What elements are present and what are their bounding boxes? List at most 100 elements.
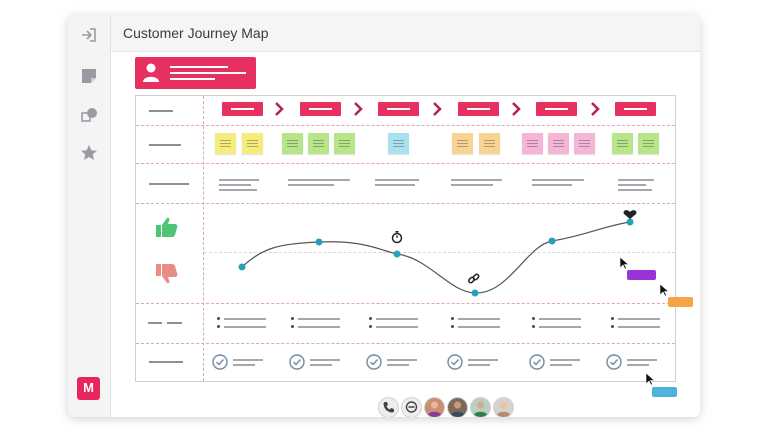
opportunity-text-line bbox=[310, 364, 332, 366]
cursor-icon bbox=[659, 283, 669, 297]
bullet bbox=[451, 317, 454, 320]
row-label-stages bbox=[149, 110, 173, 112]
sticky-note[interactable] bbox=[215, 133, 236, 154]
journey-grid bbox=[135, 95, 676, 382]
sticky-note[interactable] bbox=[548, 133, 569, 154]
sticky-note[interactable] bbox=[282, 133, 303, 154]
stage-header[interactable] bbox=[378, 102, 419, 116]
collaborators-bar bbox=[378, 397, 518, 417]
chevron-right-icon bbox=[275, 102, 284, 116]
bullet bbox=[369, 317, 372, 320]
pain-point-text-line bbox=[298, 326, 340, 328]
app-window: M Customer Journey Map bbox=[68, 15, 700, 417]
star-icon[interactable] bbox=[79, 143, 99, 163]
heart-icon bbox=[623, 210, 637, 219]
chat-icon bbox=[405, 401, 418, 413]
curve-point bbox=[315, 238, 323, 246]
pain-point-text-line bbox=[298, 318, 340, 320]
sticky-note[interactable] bbox=[308, 133, 329, 154]
sticky-note[interactable] bbox=[334, 133, 355, 154]
emotion-midline bbox=[204, 252, 675, 253]
check-circle-icon bbox=[606, 354, 622, 370]
link-icon bbox=[468, 273, 480, 284]
pain-point-text-line bbox=[458, 318, 500, 320]
check-circle-icon bbox=[529, 354, 545, 370]
shapes-icon[interactable] bbox=[79, 105, 99, 125]
opportunity-text-line bbox=[468, 359, 498, 361]
action-text-line bbox=[288, 184, 334, 186]
stage-header[interactable] bbox=[222, 102, 263, 116]
check-circle-icon bbox=[447, 354, 463, 370]
opportunity-text-line bbox=[387, 359, 417, 361]
bullet bbox=[369, 325, 372, 328]
sticky-note-icon[interactable] bbox=[79, 66, 99, 86]
opportunity-text-line bbox=[233, 364, 255, 366]
sticky-note[interactable] bbox=[574, 133, 595, 154]
action-text-line bbox=[618, 189, 652, 191]
sticky-note[interactable] bbox=[522, 133, 543, 154]
chat-button[interactable] bbox=[401, 397, 422, 417]
action-text-line bbox=[375, 184, 415, 186]
bullet bbox=[532, 325, 535, 328]
avatar[interactable] bbox=[424, 397, 445, 417]
pain-point-text-line bbox=[458, 326, 500, 328]
row-divider bbox=[136, 343, 675, 344]
user-icon bbox=[143, 63, 159, 82]
opportunity-text-line bbox=[550, 359, 580, 361]
avatar[interactable] bbox=[470, 397, 491, 417]
stage-header[interactable] bbox=[615, 102, 656, 116]
pain-point-text-line bbox=[224, 326, 266, 328]
action-text-line bbox=[532, 179, 584, 181]
thumbs-up-icon bbox=[156, 217, 178, 237]
app-logo[interactable]: M bbox=[77, 377, 100, 400]
curve-point bbox=[393, 250, 401, 258]
exit-icon[interactable] bbox=[79, 25, 99, 45]
phone-button[interactable] bbox=[378, 397, 399, 417]
row-divider bbox=[136, 125, 675, 126]
column-divider bbox=[203, 96, 204, 381]
chevron-right-icon bbox=[512, 102, 521, 116]
action-text-line bbox=[451, 184, 493, 186]
sticky-note[interactable] bbox=[388, 133, 409, 154]
sticky-note[interactable] bbox=[479, 133, 500, 154]
journey-board bbox=[111, 52, 700, 417]
sticky-note[interactable] bbox=[242, 133, 263, 154]
pain-point-text-line bbox=[539, 326, 581, 328]
row-label-touchpoints bbox=[149, 144, 181, 146]
opportunity-text-line bbox=[387, 364, 409, 366]
opportunity-text-line bbox=[233, 359, 263, 361]
bullet bbox=[217, 325, 220, 328]
pain-point-text-line bbox=[376, 326, 418, 328]
row-label-pain-points bbox=[148, 322, 162, 324]
opportunity-text-line bbox=[310, 359, 340, 361]
avatar[interactable] bbox=[493, 397, 514, 417]
sticky-note[interactable] bbox=[452, 133, 473, 154]
avatar[interactable] bbox=[447, 397, 468, 417]
cursor-icon bbox=[619, 256, 629, 270]
stopwatch-icon bbox=[391, 231, 403, 244]
page-title: Customer Journey Map bbox=[123, 25, 269, 41]
opportunity-text-line bbox=[550, 364, 572, 366]
check-circle-icon bbox=[366, 354, 382, 370]
logo-text: M bbox=[83, 380, 94, 395]
action-text-line bbox=[532, 184, 572, 186]
emotion-curve-area bbox=[238, 210, 637, 297]
cursor-tag bbox=[652, 387, 677, 397]
pain-point-text-line bbox=[539, 318, 581, 320]
sticky-note[interactable] bbox=[612, 133, 633, 154]
curve-point bbox=[548, 237, 556, 245]
phone-icon bbox=[383, 402, 394, 413]
stage-header[interactable] bbox=[536, 102, 577, 116]
action-text-line bbox=[219, 179, 259, 181]
action-text-line bbox=[288, 179, 350, 181]
bullet bbox=[451, 325, 454, 328]
row-divider bbox=[136, 303, 675, 304]
stage-header[interactable] bbox=[300, 102, 341, 116]
bullet bbox=[291, 325, 294, 328]
opportunity-text-line bbox=[627, 364, 649, 366]
sticky-note[interactable] bbox=[638, 133, 659, 154]
action-text-line bbox=[618, 179, 654, 181]
persona-card[interactable] bbox=[135, 57, 256, 89]
persona-detail-line bbox=[170, 78, 215, 80]
stage-header[interactable] bbox=[458, 102, 499, 116]
